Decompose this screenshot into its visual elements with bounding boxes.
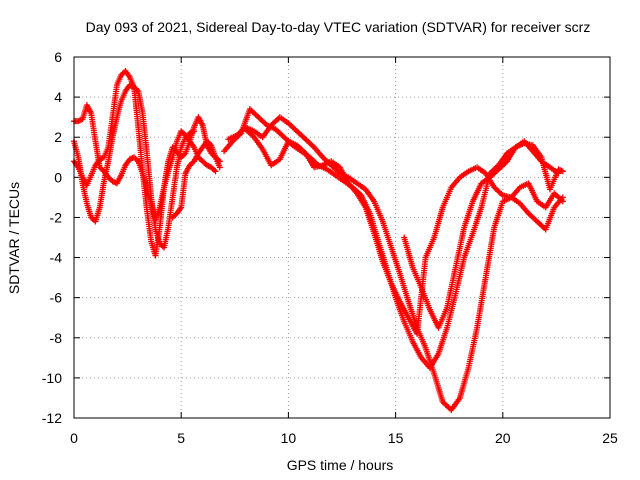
chart-title: Day 093 of 2021, Sidereal Day-to-day VTE…	[86, 19, 591, 35]
tick-label-layer: 0 5 10 15 20 25 -12 -10 -8 -6 -4 -2 0 2 4 6	[42, 49, 618, 446]
y-tick-label: 0	[54, 169, 62, 185]
y-tick-label: 2	[54, 129, 62, 145]
x-tick-label: 15	[388, 430, 404, 446]
data-points-layer	[71, 68, 566, 413]
x-axis-label: GPS time / hours	[287, 457, 394, 473]
y-tick-label: -6	[50, 290, 63, 306]
x-tick-label: 25	[602, 430, 618, 446]
x-tick-label: 0	[70, 430, 78, 446]
series-track-4	[169, 138, 223, 221]
series-track-8	[401, 140, 566, 331]
plot-frame	[73, 56, 611, 419]
data-point	[559, 168, 566, 175]
x-tick-label: 20	[495, 430, 511, 446]
y-tick-label: -12	[42, 410, 62, 426]
data-point	[216, 164, 223, 171]
x-tick-label: 5	[177, 430, 185, 446]
y-tick-label: -10	[42, 370, 62, 386]
data-point	[212, 168, 219, 175]
y-tick-label: 6	[54, 49, 62, 65]
y-tick-label: -4	[50, 250, 63, 266]
y-tick-label: -8	[50, 330, 63, 346]
y-axis-label: SDTVAR / TECUs	[6, 182, 22, 294]
data-point	[559, 198, 566, 205]
series-track-5	[225, 114, 566, 413]
y-tick-label: -2	[50, 209, 63, 225]
y-tick-label: 4	[54, 89, 62, 105]
x-tick-label: 10	[281, 430, 297, 446]
